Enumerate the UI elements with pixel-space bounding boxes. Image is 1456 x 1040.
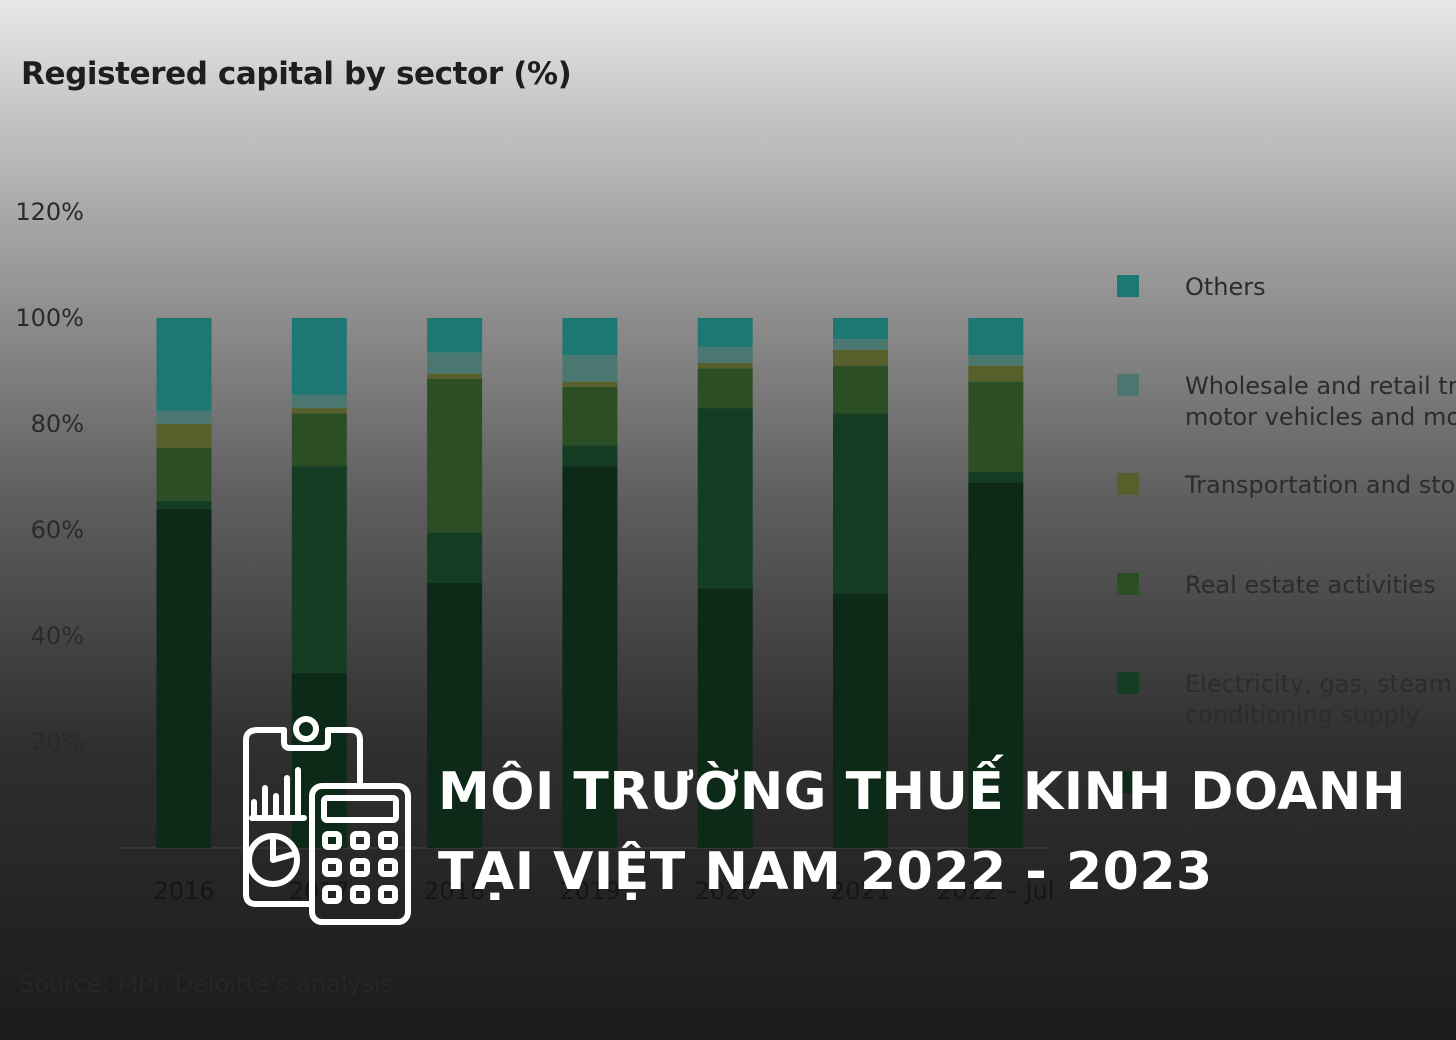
bar-segment xyxy=(156,424,212,448)
bar-segment xyxy=(697,408,753,589)
bar-segment xyxy=(156,508,212,848)
x-tick-label: 2022 – Jul xyxy=(937,877,1054,905)
bar-segment xyxy=(427,373,483,379)
bar-segment xyxy=(562,386,618,446)
x-tick-label: 2021 xyxy=(830,877,891,905)
bar-segment xyxy=(833,365,888,414)
bar-segment xyxy=(562,318,618,356)
legend-label: motor vehicles and motorcycles xyxy=(1185,403,1456,431)
y-tick-label: 60% xyxy=(31,516,84,544)
x-tick-label: 2018 xyxy=(424,877,485,905)
bar-segment xyxy=(562,381,618,387)
legend-swatch xyxy=(1117,573,1139,595)
y-tick-label: 20% xyxy=(31,728,84,756)
legend-label: conditioning supply xyxy=(1185,701,1420,729)
bar-segment xyxy=(968,318,1024,356)
bar-segment xyxy=(968,365,1024,382)
bar-segment xyxy=(968,471,1024,483)
legend-label: Transportation and storage xyxy=(1184,471,1456,499)
x-tick-label: 2020 xyxy=(695,877,756,905)
legend-swatch xyxy=(1117,473,1139,495)
bar-stacks xyxy=(156,318,1024,848)
bar-segment xyxy=(156,447,212,501)
legend-label: Electricity, gas, steam and air xyxy=(1185,670,1456,698)
legend-swatch xyxy=(1117,374,1139,396)
bar-segment xyxy=(156,318,212,411)
x-tick-label: 2019 xyxy=(559,877,620,905)
bar-segment xyxy=(291,466,347,674)
bar-segment xyxy=(697,318,753,348)
overlay-title-line-1: MÔI TRƯỜNG THUẾ KINH DOANH xyxy=(438,762,1406,822)
bar-segment xyxy=(291,318,347,395)
y-tick-label: 0% xyxy=(46,834,84,862)
bar-segment xyxy=(427,378,483,533)
legend-label: Manufacturing and xyxy=(1185,769,1412,797)
bar-segment xyxy=(562,466,618,848)
legend-swatch xyxy=(1117,275,1139,297)
bar-segment xyxy=(156,410,212,424)
bar-segment xyxy=(156,500,212,509)
legend-label: Real estate activities xyxy=(1185,571,1436,599)
bar-segment xyxy=(833,593,888,848)
bar-segment xyxy=(697,363,753,369)
clipboard-calculator-icon xyxy=(243,716,411,925)
bar-segment xyxy=(697,347,753,364)
chart-title: Registered capital by sector (%) xyxy=(21,56,572,92)
bar-segment xyxy=(968,381,1024,472)
y-tick-label: 120% xyxy=(15,198,84,226)
legend-label: processing industry xyxy=(1185,800,1420,828)
bar-segment xyxy=(427,318,483,353)
bar-segment xyxy=(427,583,483,848)
y-tick-label: 40% xyxy=(31,622,84,650)
bar-segment xyxy=(427,352,483,374)
bar-segment xyxy=(833,349,888,366)
bar-segment xyxy=(833,413,888,594)
legend-label: Wholesale and retail trade; repair of xyxy=(1185,372,1456,400)
y-tick-label: 80% xyxy=(31,410,84,438)
x-tick-label: 2016 xyxy=(153,877,214,905)
legend-label: Others xyxy=(1185,273,1266,301)
bar-segment xyxy=(697,588,753,848)
bar-segment xyxy=(833,339,888,350)
bar-segment xyxy=(968,355,1024,366)
source-note: Source: MPI, Deloitte's analysis xyxy=(19,970,394,998)
bar-segment xyxy=(427,532,483,583)
overlay-title-line-2: TẠI VIỆT NAM 2022 - 2023 xyxy=(438,842,1213,902)
bar-segment xyxy=(833,318,888,340)
bar-segment xyxy=(968,482,1024,848)
legend-swatch xyxy=(1117,672,1139,694)
bar-segment xyxy=(562,355,618,382)
y-axis-ticks: 0% 20% 40% 60% 80% 100% 120% xyxy=(15,198,84,862)
overlay-title: MÔI TRƯỜNG THUẾ KINH DOANH TẠI VIỆT NAM … xyxy=(438,752,1406,912)
bar-segment xyxy=(291,394,347,409)
bar-segment xyxy=(291,413,347,467)
bar-segment xyxy=(291,408,347,414)
legend-swatch xyxy=(1117,771,1139,793)
bar-segment xyxy=(562,445,618,467)
y-tick-label: 100% xyxy=(15,304,84,332)
bar-segment xyxy=(697,368,753,409)
chart-legend: Others Wholesale and retail trade; repair… xyxy=(1117,273,1456,828)
